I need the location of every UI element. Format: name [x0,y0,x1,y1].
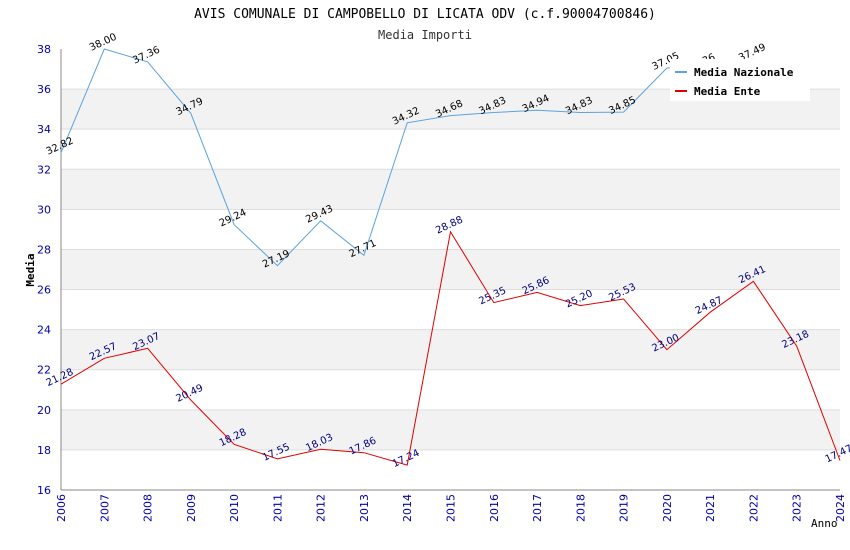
y-tick-label: 26 [37,284,51,297]
axes [60,49,840,491]
grid-band [61,209,840,250]
x-tick-label: 2013 [358,494,371,522]
x-tick-label: 2020 [661,494,674,522]
x-tick-label: 2010 [228,494,241,522]
y-ticks: 16 18 20 22 24 26 28 30 32 34 36 38 [37,43,51,497]
legend-entry: Media Nazionale [694,66,794,79]
x-tick-label: 2024 [834,494,847,522]
grid-band [61,449,840,490]
y-tick-label: 36 [37,83,51,96]
x-tick-label: 2014 [401,494,414,522]
y-tick-label: 16 [37,484,51,497]
x-tick-label: 2021 [704,494,717,522]
y-tick-label: 22 [37,364,51,377]
y-axis-label: Media [24,253,37,286]
x-tick-label: 2006 [55,494,68,522]
x-tick-label: 2007 [98,494,111,522]
grid-band [61,409,840,450]
y-tick-label: 18 [37,444,51,457]
grid-band [61,169,840,210]
x-axis-label: Anno [811,517,838,530]
grid-band [61,289,840,330]
series-line-media-ente [60,230,841,466]
y-tick-label: 32 [37,163,51,176]
series-lines [60,48,841,466]
y-tick-label: 38 [37,43,51,56]
chart-title: AVIS COMUNALE DI CAMPOBELLO DI LICATA OD… [194,7,656,22]
grid-band [61,329,840,370]
series-line-media-nazionale [60,48,754,267]
x-tick-label: 2017 [531,494,544,522]
x-ticks: 2006 2007 2008 2009 2010 2011 2012 2013 2014 2015… [55,494,847,522]
chart-subtitle: Media Importi [378,28,472,42]
x-tick-label: 2009 [185,494,198,522]
y-tick-label: 30 [37,203,51,216]
x-tick-label: 2016 [488,494,501,522]
grid-bands [61,49,840,491]
grid-band [61,249,840,290]
legend-entry: Media Ente [694,85,761,98]
grid-band [61,369,840,410]
x-tick-label: 2008 [142,494,155,522]
legend: Media Nazionale Media Ente [670,59,810,101]
x-tick-label: 2022 [747,494,760,522]
legend-box [670,59,810,101]
x-tick-label: 2011 [271,494,284,522]
x-tick-label: 2019 [618,494,631,522]
x-tick-label: 2018 [574,494,587,522]
x-tick-label: 2015 [445,494,458,522]
x-tick-label: 2012 [315,494,328,522]
y-tick-label: 28 [37,243,51,256]
y-tick-label: 20 [37,404,51,417]
x-tick-label: 2023 [791,494,804,522]
grid-band [61,129,840,170]
y-tick-label: 24 [37,324,51,337]
y-tick-label: 34 [37,123,51,136]
